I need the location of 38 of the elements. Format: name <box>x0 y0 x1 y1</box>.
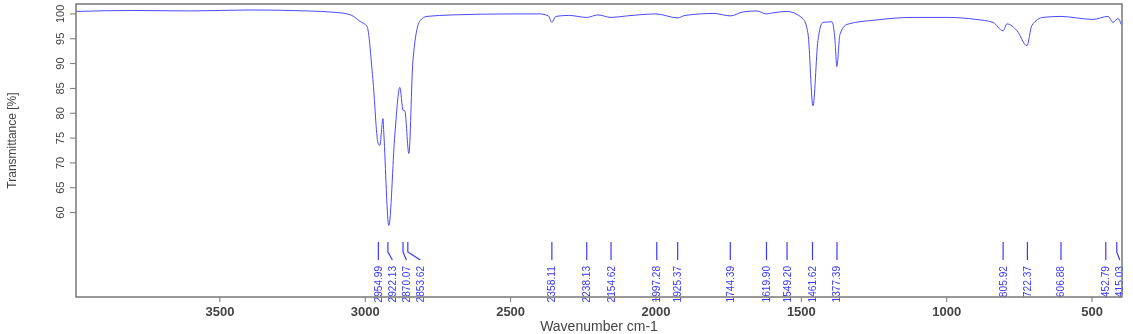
annotation: 1619.90 <box>760 265 772 303</box>
y-tick-label: 65 <box>54 181 66 194</box>
annotation: 415.03 <box>1114 265 1126 298</box>
x-tick-label: 2000 <box>641 304 671 319</box>
annotation: 1925.37 <box>672 265 684 303</box>
x-tick-label: 3500 <box>205 304 235 319</box>
x-axis-title: Wavenumber cm-1 <box>540 318 659 334</box>
annotation: 2870.07 <box>400 265 412 303</box>
y-tick-label: 75 <box>54 131 66 145</box>
y-tick-label: 85 <box>54 82 66 95</box>
annotation: 1744.39 <box>724 265 736 303</box>
y-axis-title: Transmittance [%] <box>5 92 19 189</box>
x-tick-label: 1000 <box>932 304 962 319</box>
y-tick-label: 80 <box>54 107 66 120</box>
annotation: 1461.62 <box>807 265 818 303</box>
annotation: 722.37 <box>1021 265 1033 298</box>
annotation: 606.88 <box>1055 265 1067 298</box>
annotation: 1549.20 <box>781 265 793 303</box>
annotation: 2154.62 <box>605 265 617 303</box>
x-tick-label: 1500 <box>786 304 816 319</box>
annotation: 1377.39 <box>831 265 843 303</box>
annotation: 2922.13 <box>386 265 398 303</box>
x-tick-label: 2500 <box>496 304 526 319</box>
x-tick-label: 3000 <box>350 304 380 319</box>
y-tick-label: 100 <box>54 4 66 24</box>
x-tick-label: 500 <box>1081 304 1103 319</box>
y-tick-label: 90 <box>54 57 66 70</box>
annotation: 2954.99 <box>372 265 384 303</box>
y-tick-label: 60 <box>54 206 66 219</box>
y-tick-label: 70 <box>54 156 66 170</box>
annotation: 2358.11 <box>546 265 558 303</box>
annotation: 805.92 <box>997 265 1009 298</box>
annotation: 2853.62 <box>414 265 426 303</box>
annotation: 2238.13 <box>581 265 593 303</box>
annotation: 452.79 <box>1100 265 1112 298</box>
annotation: 1997.28 <box>651 265 663 303</box>
line-series <box>75 9 1122 226</box>
y-tick-label: 95 <box>54 32 66 45</box>
